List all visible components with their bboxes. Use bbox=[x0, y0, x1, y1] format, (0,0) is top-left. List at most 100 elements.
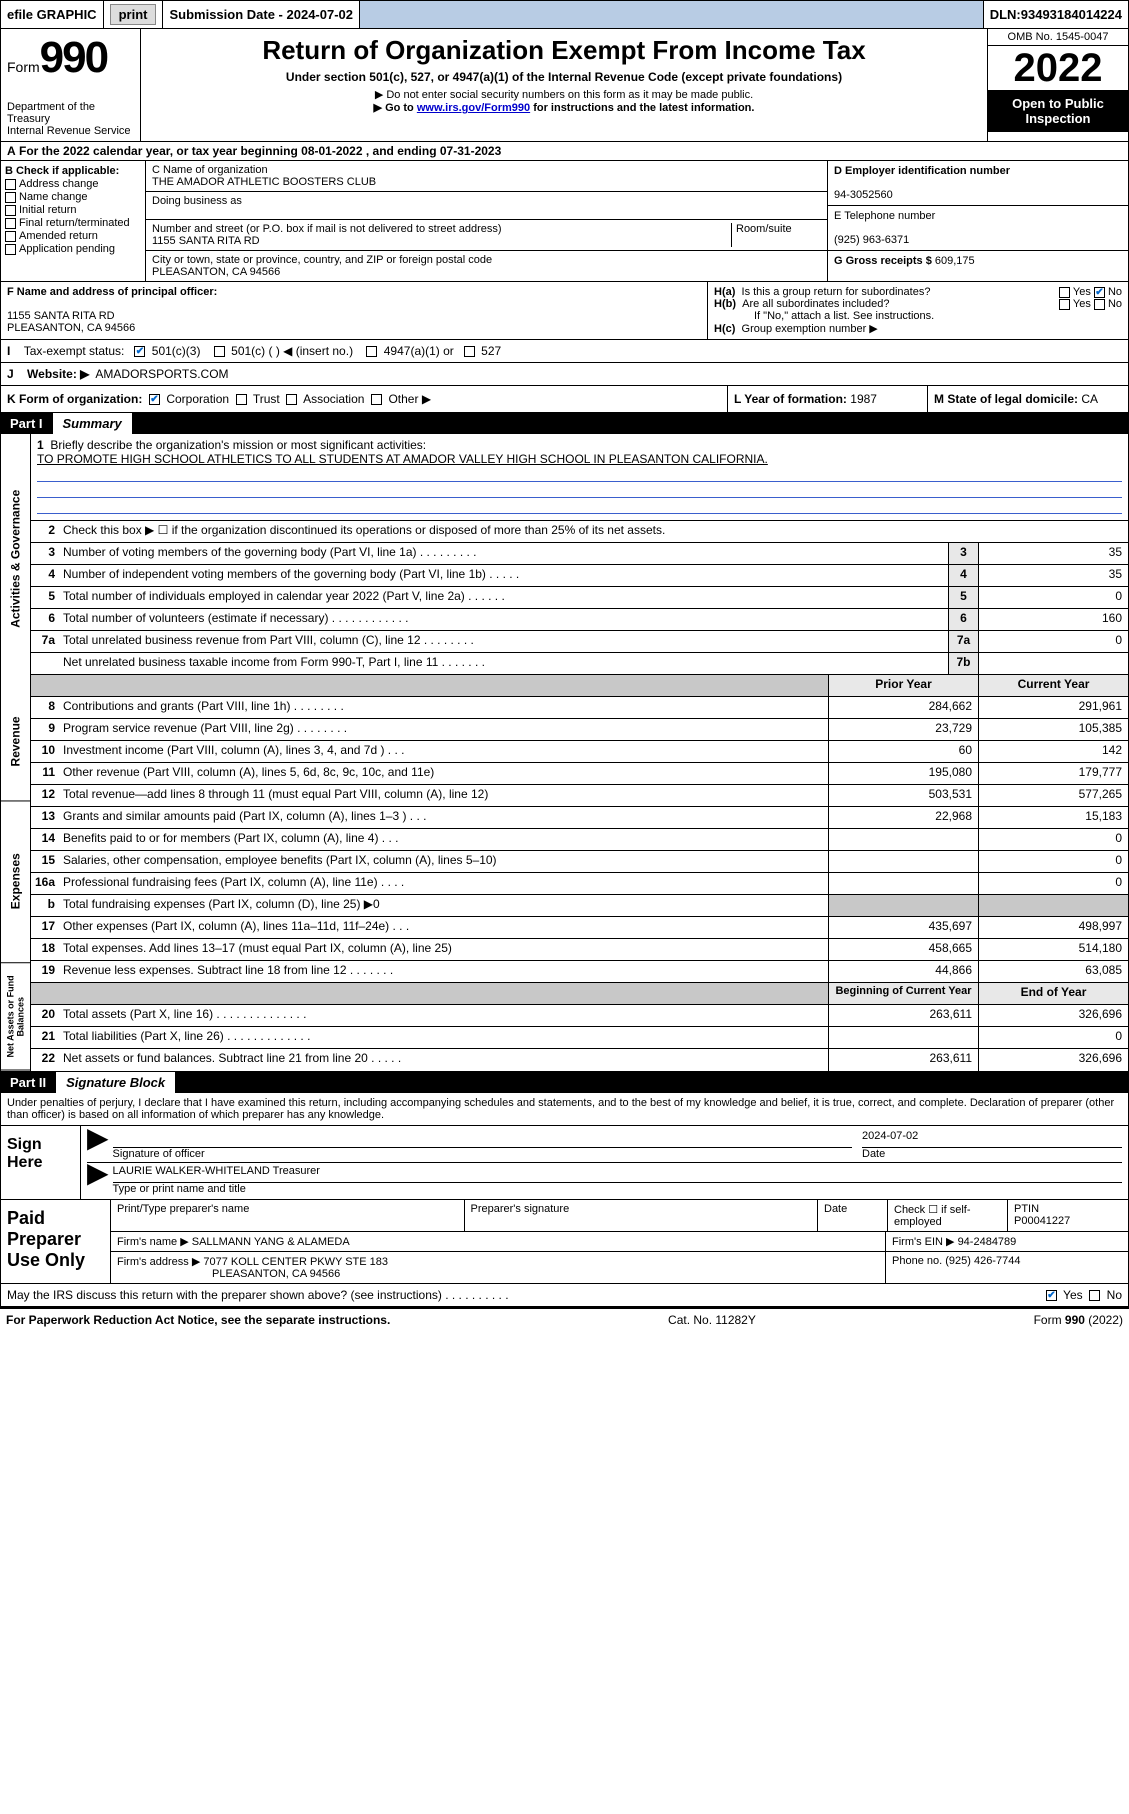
identity-block: B Check if applicable: Address change Na… bbox=[0, 161, 1129, 282]
section-f: F Name and address of principal officer:… bbox=[1, 282, 708, 339]
part-ii-header: Part II Signature Block bbox=[0, 1072, 1129, 1093]
instructions-note: ▶ Go to www.irs.gov/Form990 for instruct… bbox=[149, 101, 979, 114]
cb-app-pending[interactable]: Application pending bbox=[5, 243, 141, 255]
vertical-tabs: Activities & Governance Revenue Expenses… bbox=[1, 434, 31, 1071]
vtab-netassets: Net Assets or Fund Balances bbox=[1, 963, 30, 1071]
row-a: A For the 2022 calendar year, or tax yea… bbox=[0, 142, 1129, 161]
row-i: I Tax-exempt status: 501(c)(3) 501(c) ( … bbox=[0, 340, 1129, 363]
vtab-expenses: Expenses bbox=[1, 801, 30, 963]
section-k: K Form of organization: Corporation Trus… bbox=[1, 386, 728, 412]
line-17: 17Other expenses (Part IX, column (A), l… bbox=[31, 917, 1128, 939]
cb-assoc[interactable] bbox=[286, 394, 297, 405]
cb-final-return[interactable]: Final return/terminated bbox=[5, 217, 141, 229]
cb-4947[interactable] bbox=[366, 346, 377, 357]
line-1: 1 Briefly describe the organization's mi… bbox=[31, 434, 1128, 521]
dept-label: Department of the Treasury Internal Reve… bbox=[7, 101, 134, 137]
submission-date: Submission Date - 2024-07-02 bbox=[163, 1, 360, 28]
form-subtitle: Under section 501(c), 527, or 4947(a)(1)… bbox=[149, 70, 979, 84]
cb-corp[interactable] bbox=[149, 394, 160, 405]
form-id: Form990 Department of the Treasury Inter… bbox=[1, 29, 141, 141]
ptin: P00041227 bbox=[1014, 1215, 1070, 1227]
dln: DLN: 93493184014224 bbox=[984, 1, 1128, 28]
cb-irs-no[interactable] bbox=[1089, 1290, 1100, 1301]
section-m: M State of legal domicile: CA bbox=[928, 386, 1128, 412]
firm-name: SALLMANN YANG & ALAMEDA bbox=[192, 1236, 350, 1248]
cb-501c3[interactable] bbox=[134, 346, 145, 357]
instructions-link[interactable]: www.irs.gov/Form990 bbox=[417, 102, 530, 114]
cb-527[interactable] bbox=[464, 346, 475, 357]
begin-end-header: Beginning of Current YearEnd of Year bbox=[31, 983, 1128, 1005]
line-3: 3Number of voting members of the governi… bbox=[31, 543, 1128, 565]
officer-name: LAURIE WALKER-WHITELAND Treasurer bbox=[113, 1165, 320, 1177]
line-4: 4Number of independent voting members of… bbox=[31, 565, 1128, 587]
cb-501c[interactable] bbox=[214, 346, 225, 357]
sign-here-label: Sign Here bbox=[1, 1126, 81, 1199]
website: AMADORSPORTS.COM bbox=[95, 367, 228, 381]
paid-preparer-label: Paid Preparer Use Only bbox=[1, 1200, 111, 1283]
year-block: OMB No. 1545-0047 2022 Open to Public In… bbox=[988, 29, 1128, 141]
pra-notice: For Paperwork Reduction Act Notice, see … bbox=[6, 1313, 390, 1327]
section-b: B Check if applicable: Address change Na… bbox=[1, 161, 146, 281]
omb-number: OMB No. 1545-0047 bbox=[988, 29, 1128, 46]
open-to-public: Open to Public Inspection bbox=[988, 90, 1128, 132]
street: 1155 SANTA RITA RD bbox=[152, 235, 260, 247]
line-8: 8Contributions and grants (Part VIII, li… bbox=[31, 697, 1128, 719]
print-button[interactable]: print bbox=[104, 1, 164, 28]
cb-trust[interactable] bbox=[236, 394, 247, 405]
summary-body: 1 Briefly describe the organization's mi… bbox=[31, 434, 1128, 1071]
cb-irs-yes[interactable] bbox=[1046, 1290, 1057, 1301]
cb-name-change[interactable]: Name change bbox=[5, 191, 141, 203]
page-footer: For Paperwork Reduction Act Notice, see … bbox=[0, 1307, 1129, 1331]
line-6: 6Total number of volunteers (estimate if… bbox=[31, 609, 1128, 631]
summary-table: Activities & Governance Revenue Expenses… bbox=[0, 434, 1129, 1072]
cb-address-change[interactable]: Address change bbox=[5, 178, 141, 190]
line-10: 10Investment income (Part VIII, column (… bbox=[31, 741, 1128, 763]
line-15: 15Salaries, other compensation, employee… bbox=[31, 851, 1128, 873]
line-16a: 16aProfessional fundraising fees (Part I… bbox=[31, 873, 1128, 895]
vtab-activities: Activities & Governance bbox=[1, 434, 30, 683]
signature-declaration: Under penalties of perjury, I declare th… bbox=[0, 1093, 1129, 1126]
line-16b: bTotal fundraising expenses (Part IX, co… bbox=[31, 895, 1128, 917]
tax-year: 2022 bbox=[988, 46, 1128, 90]
cat-number: Cat. No. 11282Y bbox=[668, 1313, 756, 1327]
form-title: Return of Organization Exempt From Incom… bbox=[149, 35, 979, 66]
section-h: H(a) Is this a group return for subordin… bbox=[708, 282, 1128, 339]
ein: 94-3052560 bbox=[834, 189, 893, 201]
section-c: C Name of organization THE AMADOR ATHLET… bbox=[146, 161, 828, 281]
ssn-note: ▶ Do not enter social security numbers o… bbox=[149, 88, 979, 101]
firm-address: 7077 KOLL CENTER PKWY STE 183 bbox=[203, 1256, 388, 1268]
vtab-revenue: Revenue bbox=[1, 683, 30, 801]
section-l: L Year of formation: 1987 bbox=[728, 386, 928, 412]
line-20: 20Total assets (Part X, line 16) . . . .… bbox=[31, 1005, 1128, 1027]
irs-discuss-row: May the IRS discuss this return with the… bbox=[0, 1284, 1129, 1307]
line-2: 2Check this box ▶ ☐ if the organization … bbox=[31, 521, 1128, 543]
line-22: 22Net assets or fund balances. Subtract … bbox=[31, 1049, 1128, 1071]
row-klm: K Form of organization: Corporation Trus… bbox=[0, 386, 1129, 413]
paid-preparer-block: Paid Preparer Use Only Print/Type prepar… bbox=[0, 1200, 1129, 1284]
line-11: 11Other revenue (Part VIII, column (A), … bbox=[31, 763, 1128, 785]
firm-ein: 94-2484789 bbox=[958, 1236, 1017, 1248]
firm-phone: (925) 426-7744 bbox=[945, 1255, 1020, 1267]
section-deg: D Employer identification number94-30525… bbox=[828, 161, 1128, 281]
part-i-header: Part I Summary bbox=[0, 413, 1129, 434]
top-bar: efile GRAPHIC print Submission Date - 20… bbox=[0, 0, 1129, 29]
mission-text: TO PROMOTE HIGH SCHOOL ATHLETICS TO ALL … bbox=[37, 452, 768, 466]
prior-current-header: Prior YearCurrent Year bbox=[31, 675, 1128, 697]
telephone: (925) 963-6371 bbox=[834, 234, 909, 246]
line-5: 5Total number of individuals employed in… bbox=[31, 587, 1128, 609]
form-title-block: Return of Organization Exempt From Incom… bbox=[141, 29, 988, 141]
line-19: 19Revenue less expenses. Subtract line 1… bbox=[31, 961, 1128, 983]
sign-here-block: Sign Here ▶ Signature of officer 2024-07… bbox=[0, 1126, 1129, 1200]
form-ref: Form 990 (2022) bbox=[1034, 1313, 1123, 1327]
city-state-zip: PLEASANTON, CA 94566 bbox=[152, 266, 280, 278]
sign-arrow-icon: ▶ bbox=[87, 1130, 109, 1160]
line-7a: 7aTotal unrelated business revenue from … bbox=[31, 631, 1128, 653]
row-fh: F Name and address of principal officer:… bbox=[0, 282, 1129, 340]
cb-amended[interactable]: Amended return bbox=[5, 230, 141, 242]
line-18: 18Total expenses. Add lines 13–17 (must … bbox=[31, 939, 1128, 961]
row-j: J Website: ▶ AMADORSPORTS.COM bbox=[0, 363, 1129, 386]
line-14: 14Benefits paid to or for members (Part … bbox=[31, 829, 1128, 851]
line-9: 9Program service revenue (Part VIII, lin… bbox=[31, 719, 1128, 741]
cb-initial-return[interactable]: Initial return bbox=[5, 204, 141, 216]
cb-other[interactable] bbox=[371, 394, 382, 405]
